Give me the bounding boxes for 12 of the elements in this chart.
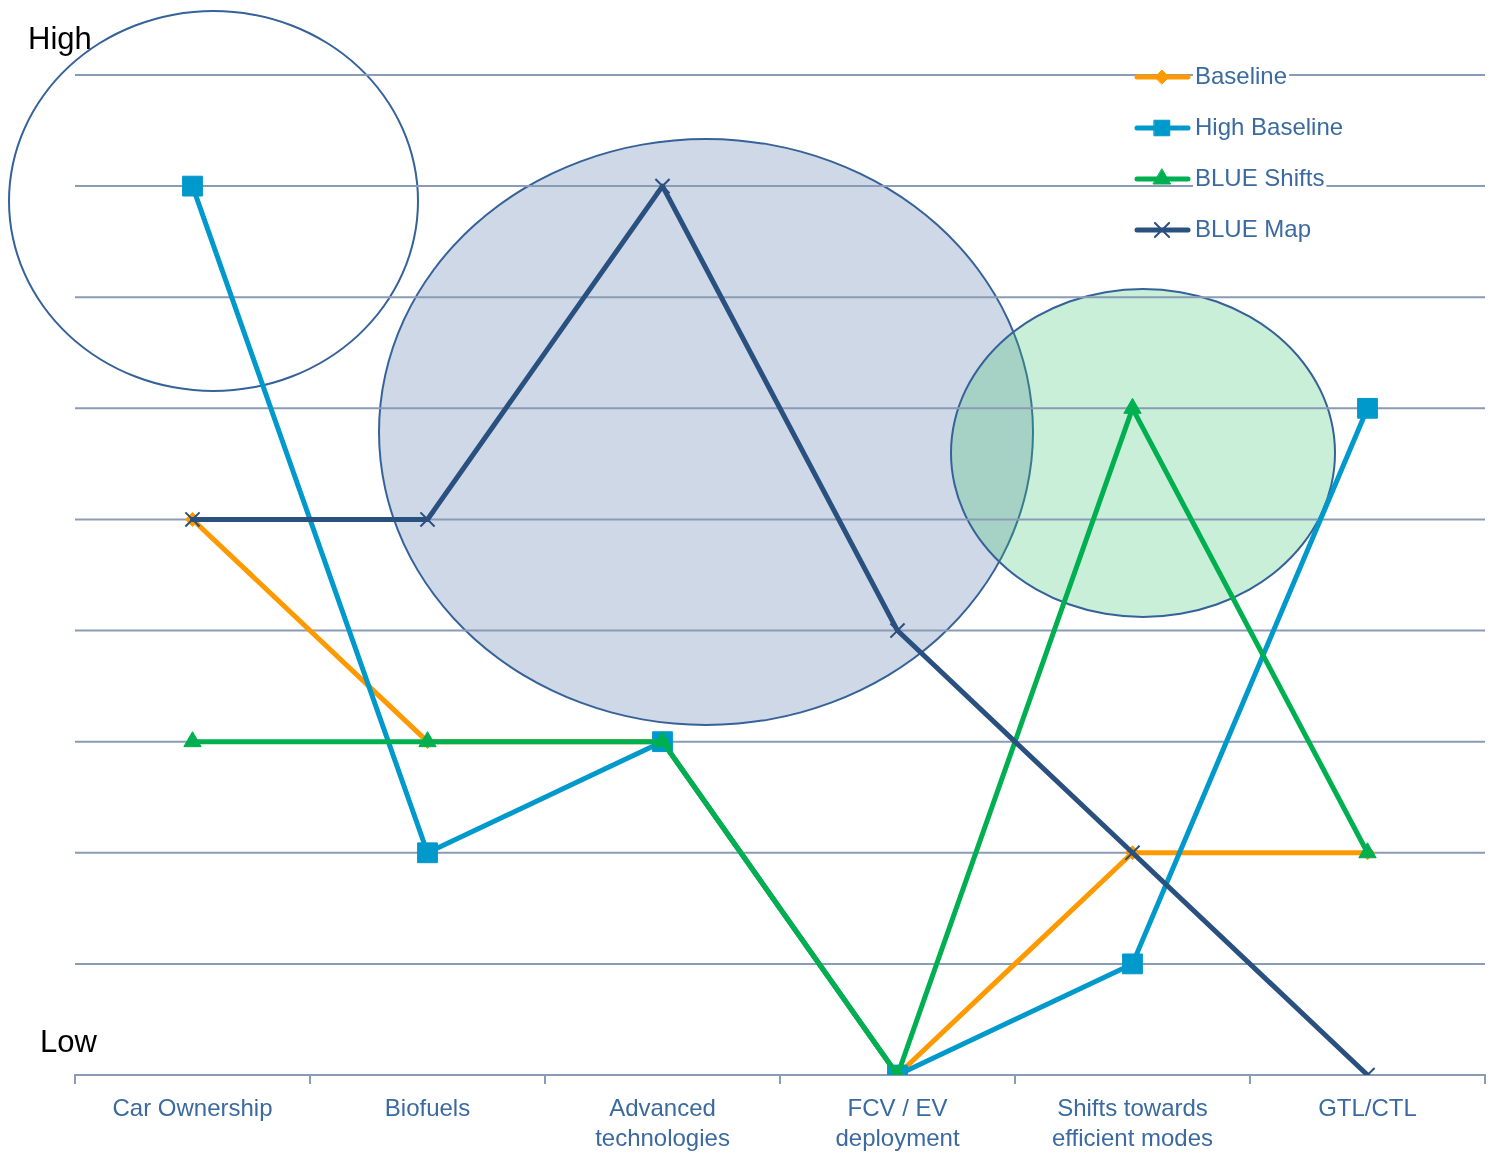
- legend-label: BLUE Map: [1195, 214, 1312, 242]
- x-tick-label: Biofuels: [384, 1093, 471, 1121]
- legend-label: Baseline: [1195, 61, 1288, 89]
- legend-label: High Baseline: [1195, 112, 1344, 140]
- text: High: [28, 20, 92, 56]
- x-tick-label: Car Ownership: [112, 1093, 273, 1121]
- x-tick-label: GTL/CTL: [1318, 1093, 1417, 1121]
- x-tick-label: FCV / EV deployment: [835, 1093, 960, 1151]
- x-tick-label: Advanced technologies: [595, 1093, 730, 1151]
- legend-label: BLUE Shifts: [1195, 163, 1325, 191]
- x-tick-label: Shifts towards efficient modes: [1052, 1093, 1213, 1151]
- annotation: Low: [40, 1023, 98, 1059]
